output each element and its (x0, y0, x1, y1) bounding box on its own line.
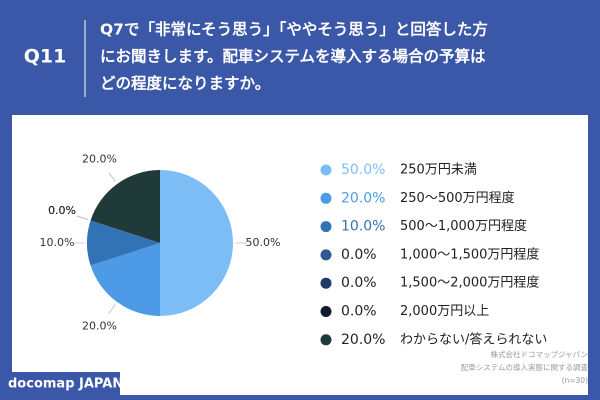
legend-value: 0.0% (341, 304, 377, 320)
title-line: Q7で「非常にそう思う」「ややそう思う」と回答した方 (100, 20, 488, 39)
legend-value: 20.0% (341, 190, 385, 206)
leader-line (77, 215, 88, 220)
source: (n=30) (562, 376, 589, 385)
legend-label: 1,000〜1,500万円程度 (400, 246, 539, 262)
legend-label: 2,000万円以上 (400, 304, 489, 319)
pie-label: 20.0% (82, 153, 117, 166)
legend-label: わからない/答えられない (400, 331, 547, 347)
brand: docomap JAPAN (8, 377, 123, 392)
leader-line (108, 304, 116, 314)
pie-label: 50.0% (246, 236, 281, 249)
legend-label: 250〜500万円程度 (400, 190, 515, 206)
brand-box (0, 372, 120, 396)
pie-slice (90, 243, 160, 316)
legend-value: 10.0% (341, 219, 385, 235)
pie-label: 0.0% (48, 204, 76, 217)
legend-value: 0.0% (341, 247, 377, 263)
pie-slice (160, 170, 233, 316)
pie-label: 10.0% (40, 236, 75, 249)
legend-dot (320, 334, 332, 346)
pie-label: 0.0% (48, 204, 76, 217)
legend-dot (320, 192, 332, 204)
source: 株式会社ドコマップジャパン (491, 349, 589, 359)
pie-label: 0.0% (48, 204, 76, 217)
legend-value: 50.0% (341, 162, 385, 178)
source: 配車システムの導入実態に関する調査 (461, 362, 589, 372)
legend-label: 250万円未満 (400, 163, 477, 178)
title-line: にお聞きします。配車システムを導入する場合の予算は (100, 47, 486, 66)
question-number: Q11 (24, 46, 67, 68)
pie-slice (90, 170, 160, 243)
legend-dot (320, 164, 332, 176)
legend-dot (320, 221, 332, 233)
title-line: どの程度になりますか。 (100, 74, 270, 93)
legend-dot (320, 249, 332, 261)
legend-label: 1,500〜2,000万円程度 (400, 275, 539, 291)
pie-slice (87, 220, 160, 266)
legend-value: 20.0% (341, 332, 385, 348)
leader-line (108, 172, 116, 182)
pie-label: 20.0% (82, 319, 117, 332)
legend-dot (320, 306, 332, 317)
legend-label: 500〜1,000万円程度 (400, 218, 527, 234)
legend-dot (320, 277, 332, 289)
legend-value: 0.0% (341, 275, 377, 291)
